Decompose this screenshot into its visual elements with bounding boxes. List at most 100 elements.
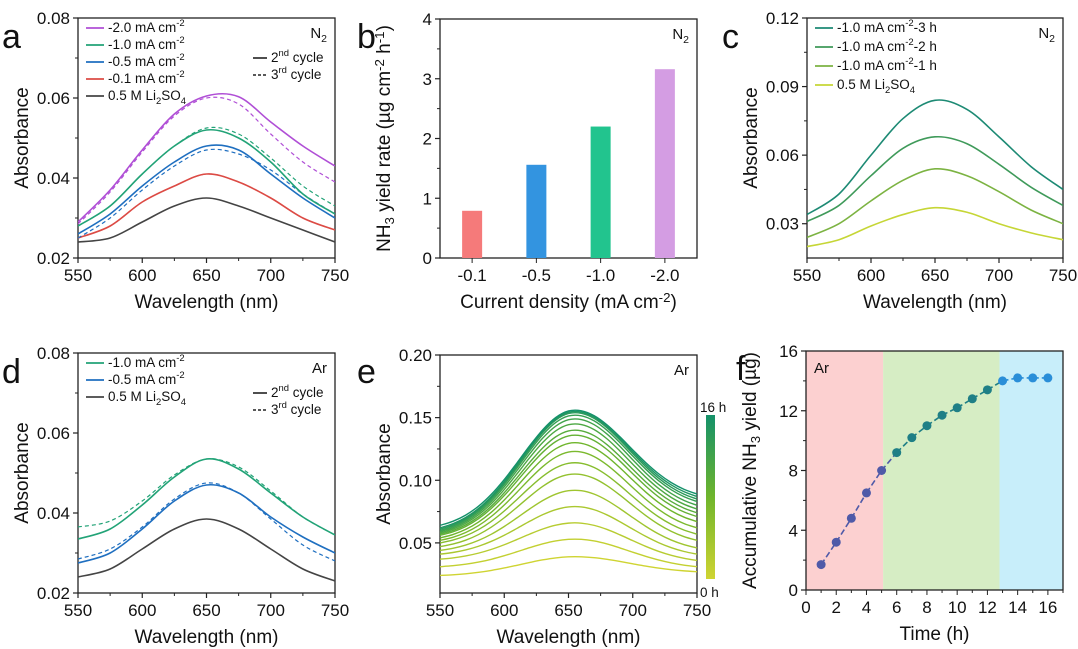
x-tick-label: 650 <box>192 266 220 285</box>
series-line <box>807 99 1063 216</box>
y-tick-label: 0.08 <box>37 344 70 363</box>
x-tick-label: 700 <box>257 266 285 285</box>
series-line-dashed <box>78 482 335 562</box>
x-tick-label: 600 <box>128 601 156 620</box>
y-tick-label: 4 <box>423 10 432 29</box>
x-tick-label: -0.1 <box>457 266 486 285</box>
y-tick-label: 4 <box>789 521 798 540</box>
shaded-region <box>883 351 1000 590</box>
data-point <box>892 448 902 458</box>
legend-label: 0.5 M Li2SO4 <box>837 77 915 96</box>
time-series-line <box>439 411 698 530</box>
x-tick-label: 12 <box>978 598 997 617</box>
series-line <box>807 135 1063 223</box>
y-tick-label: 0.06 <box>37 424 70 443</box>
series-line <box>807 206 1063 248</box>
y-tick-label: 0.08 <box>37 9 70 28</box>
x-axis-title: Wavelength (nm) <box>135 627 279 648</box>
x-tick-label: 2 <box>832 598 841 617</box>
y-tick-label: 0.04 <box>37 169 70 188</box>
series-line <box>78 458 335 540</box>
gas-annotation: Ar <box>814 360 829 377</box>
series-layer <box>807 99 1063 248</box>
series-line-dashed <box>78 96 335 225</box>
legend-label: -0.1 mA cm-2 <box>108 69 185 86</box>
time-series-line <box>439 429 698 535</box>
x-tick-label: 600 <box>128 266 156 285</box>
data-point <box>1013 373 1023 383</box>
legend-label: -1.0 mA cm-2-1 h <box>837 56 937 73</box>
legend-label: -0.5 mA cm-2 <box>108 52 185 69</box>
y-axis-title: Absorbance <box>741 87 762 188</box>
x-tick-label: 700 <box>985 266 1013 285</box>
panel-letter: d <box>2 353 21 391</box>
legend-label: -1.0 mA cm-2 <box>108 35 185 52</box>
panel-letter: f <box>736 350 746 388</box>
series-line <box>78 483 335 564</box>
legend-label: 0.5 M Li2SO4 <box>108 389 186 408</box>
series-line <box>78 92 335 223</box>
x-tick-label: 650 <box>192 601 220 620</box>
x-tick-label: 550 <box>64 266 92 285</box>
y-tick-label: 0.10 <box>399 471 432 490</box>
y-tick-label: 2 <box>423 130 432 149</box>
x-tick-label: 16 <box>1038 598 1057 617</box>
y-tick-label: 0 <box>423 249 432 268</box>
time-series-line <box>439 505 698 555</box>
y-tick-label: 0.20 <box>399 346 432 365</box>
style-legend-label: 2nd cycle <box>271 383 324 400</box>
time-series-line <box>439 434 698 537</box>
legend-label: 0.5 M Li2SO4 <box>108 88 186 107</box>
panel-letter: a <box>2 18 21 56</box>
colorbar <box>706 415 715 579</box>
connector-line <box>865 470 883 494</box>
time-series-line <box>439 442 698 539</box>
y-tick-label: 0.03 <box>766 215 799 234</box>
x-tick-label: 600 <box>490 601 518 620</box>
x-axis-title: Wavelength (nm) <box>497 627 641 648</box>
x-tick-label: 650 <box>921 266 949 285</box>
time-series-line <box>439 473 698 548</box>
time-series-line <box>439 522 698 562</box>
data-point <box>816 560 826 570</box>
x-tick-label: 650 <box>554 601 582 620</box>
colorbar-top-label: 16 h <box>700 400 726 415</box>
legend-label: -2.0 mA cm-2 <box>108 18 185 35</box>
y-tick-label: 0.02 <box>37 249 70 268</box>
y-axis-title: Absorbance <box>12 87 33 188</box>
x-tick-label: 750 <box>321 266 349 285</box>
panel-b: 0 1 2 3 4 b Current density (mA cm-2) NH3 yield… <box>357 10 698 313</box>
x-axis-title: Current density (mA cm-2) <box>460 290 677 313</box>
style-legend-label: 3rd cycle <box>271 400 321 417</box>
shaded-region <box>999 351 1063 590</box>
x-tick-label: -1.0 <box>586 266 615 285</box>
y-tick-label: 0.12 <box>766 9 799 28</box>
gas-annotation: Ar <box>312 360 327 377</box>
legend-label: -1.0 mA cm-2-2 h <box>837 37 937 54</box>
gas-annotation: N2 <box>672 26 689 46</box>
time-series-line <box>439 462 698 544</box>
series-layer <box>78 92 335 243</box>
x-tick-label: 750 <box>1049 266 1077 285</box>
connector-line <box>835 517 853 543</box>
x-tick-label: -2.0 <box>650 266 679 285</box>
x-tick-label: 550 <box>64 601 92 620</box>
y-tick-label: 0 <box>789 581 798 600</box>
series-line <box>78 144 335 235</box>
y-tick-label: 0.05 <box>399 534 432 553</box>
data-point <box>982 385 992 395</box>
x-tick-label: 8 <box>922 598 931 617</box>
y-tick-label: 16 <box>779 342 798 361</box>
series-layer <box>78 458 335 582</box>
data-point <box>937 410 947 420</box>
y-tick-label: 3 <box>423 70 432 89</box>
data-point <box>952 403 962 413</box>
gas-annotation: Ar <box>674 362 689 379</box>
connector-line <box>850 492 868 519</box>
series-line-dashed <box>78 173 335 239</box>
x-tick-label: 600 <box>857 266 885 285</box>
x-tick-label: 550 <box>426 601 454 620</box>
plot-frame <box>806 17 1064 259</box>
x-tick-label: 750 <box>321 601 349 620</box>
y-tick-label: 0.15 <box>399 409 432 428</box>
